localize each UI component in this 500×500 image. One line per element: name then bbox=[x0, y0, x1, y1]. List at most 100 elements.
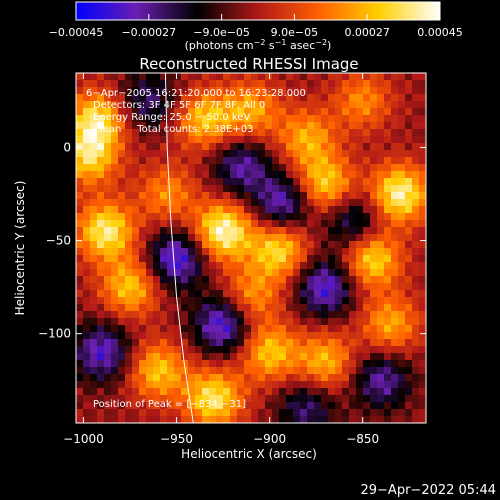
heatmap-cell bbox=[174, 311, 182, 319]
heatmap-cell bbox=[76, 416, 84, 423]
heatmap-cell bbox=[377, 115, 385, 123]
heatmap-cell bbox=[188, 318, 196, 326]
heatmap-cell bbox=[209, 374, 217, 382]
heatmap-cell bbox=[384, 157, 392, 165]
heatmap-cell bbox=[363, 87, 371, 95]
heatmap-cell bbox=[391, 220, 399, 228]
heatmap-cell bbox=[251, 283, 259, 291]
heatmap-cell bbox=[342, 213, 350, 221]
heatmap-cell bbox=[132, 129, 140, 137]
heatmap-cell bbox=[223, 395, 231, 403]
heatmap-cell bbox=[258, 129, 266, 137]
heatmap-cell bbox=[370, 73, 378, 81]
heatmap-cell bbox=[335, 143, 343, 151]
heatmap-cell bbox=[174, 87, 182, 95]
heatmap-cell bbox=[363, 227, 371, 235]
heatmap-cell bbox=[188, 73, 196, 81]
heatmap-cell bbox=[237, 395, 245, 403]
heatmap-cell bbox=[118, 311, 126, 319]
heatmap-cell bbox=[356, 325, 364, 333]
heatmap-cell bbox=[377, 290, 385, 298]
heatmap-cell bbox=[90, 276, 98, 284]
heatmap-cell bbox=[349, 87, 357, 95]
heatmap-cell bbox=[377, 416, 385, 423]
heatmap-cell bbox=[363, 255, 371, 263]
heatmap-cell bbox=[76, 101, 84, 109]
heatmap-cell bbox=[216, 283, 224, 291]
heatmap-cell bbox=[125, 290, 133, 298]
heatmap-cell bbox=[153, 213, 161, 221]
heatmap-cell bbox=[272, 234, 280, 242]
heatmap-cell bbox=[272, 143, 280, 151]
heatmap-cell bbox=[307, 136, 315, 144]
heatmap-cell bbox=[146, 115, 154, 123]
heatmap-cell bbox=[321, 339, 329, 347]
heatmap-cell bbox=[342, 94, 350, 102]
heatmap-cell bbox=[293, 381, 301, 389]
heatmap-cell bbox=[356, 402, 364, 410]
heatmap-cell bbox=[419, 297, 426, 305]
heatmap-cell bbox=[398, 94, 406, 102]
heatmap-cell bbox=[216, 87, 224, 95]
heatmap-cell bbox=[146, 290, 154, 298]
heatmap-cell bbox=[279, 255, 287, 263]
heatmap-cell bbox=[307, 255, 315, 263]
plot-area: −1000 −950 −900 −850 0−50−100 6−Apr−2005 16… bbox=[38, 72, 427, 446]
heatmap-cell bbox=[398, 276, 406, 284]
heatmap-cell bbox=[237, 269, 245, 277]
heatmap-cell bbox=[195, 150, 203, 158]
heatmap-image bbox=[76, 73, 426, 423]
heatmap-cell bbox=[216, 192, 224, 200]
heatmap-cell bbox=[216, 346, 224, 354]
heatmap-cell bbox=[132, 269, 140, 277]
heatmap-cell bbox=[104, 185, 112, 193]
heatmap-cell bbox=[258, 304, 266, 312]
heatmap-cell bbox=[111, 339, 119, 347]
heatmap-cell bbox=[356, 143, 364, 151]
heatmap-cell bbox=[328, 129, 336, 137]
heatmap-cell bbox=[230, 304, 238, 312]
y-tick-label: 0 bbox=[63, 140, 71, 154]
heatmap-cell bbox=[195, 171, 203, 179]
heatmap-cell bbox=[391, 164, 399, 172]
heatmap-cell bbox=[195, 311, 203, 319]
heatmap-cell bbox=[146, 220, 154, 228]
heatmap-cell bbox=[230, 192, 238, 200]
heatmap-cell bbox=[90, 192, 98, 200]
heatmap-cell bbox=[377, 339, 385, 347]
heatmap-cell bbox=[202, 108, 210, 116]
heatmap-cell bbox=[363, 297, 371, 305]
heatmap-cell bbox=[111, 171, 119, 179]
heatmap-cell bbox=[153, 157, 161, 165]
heatmap-cell bbox=[223, 318, 231, 326]
heatmap-cell bbox=[118, 276, 126, 284]
heatmap-cell bbox=[335, 353, 343, 361]
heatmap-cell bbox=[300, 283, 308, 291]
heatmap-cell bbox=[321, 318, 329, 326]
heatmap-cell bbox=[104, 206, 112, 214]
heatmap-cell bbox=[314, 346, 322, 354]
heatmap-cell bbox=[342, 73, 350, 81]
heatmap-cell bbox=[83, 262, 91, 270]
heatmap-cell bbox=[188, 164, 196, 172]
heatmap-cell bbox=[412, 346, 420, 354]
heatmap-cell bbox=[125, 122, 133, 130]
heatmap-cell bbox=[335, 171, 343, 179]
heatmap-cell bbox=[328, 73, 336, 81]
heatmap-cell bbox=[188, 381, 196, 389]
heatmap-cell bbox=[272, 80, 280, 88]
heatmap-cell bbox=[265, 220, 273, 228]
heatmap-cell bbox=[356, 199, 364, 207]
heatmap-cell bbox=[111, 360, 119, 368]
heatmap-cell bbox=[132, 353, 140, 361]
heatmap-cell bbox=[251, 115, 259, 123]
heatmap-cell bbox=[307, 206, 315, 214]
heatmap-cell bbox=[384, 409, 392, 417]
heatmap-cell bbox=[419, 192, 426, 200]
heatmap-cell bbox=[111, 199, 119, 207]
heatmap-cell bbox=[265, 192, 273, 200]
heatmap-cell bbox=[216, 276, 224, 284]
heatmap-cell bbox=[321, 143, 329, 151]
heatmap-cell bbox=[419, 255, 426, 263]
heatmap-cell bbox=[412, 199, 420, 207]
